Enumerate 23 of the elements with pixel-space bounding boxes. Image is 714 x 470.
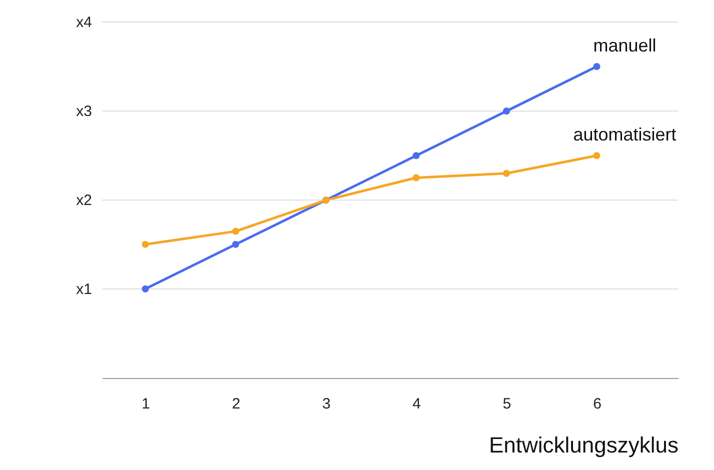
x-tick-label: 5 (502, 396, 512, 412)
x-tick-label: 6 (593, 396, 602, 412)
x-tick-label: 2 (232, 396, 240, 412)
point (593, 152, 600, 160)
point (232, 228, 240, 235)
series-label: automatisiert (573, 124, 676, 145)
point (232, 240, 240, 248)
point (412, 152, 420, 160)
point (593, 63, 600, 70)
point (142, 240, 149, 248)
ref-line-label: x2 (76, 192, 92, 210)
x-tick-label: 3 (322, 396, 331, 412)
ref-line-label: x3 (76, 103, 92, 120)
point (502, 108, 510, 115)
series-label: manuell (593, 36, 656, 56)
point (412, 174, 420, 182)
point (142, 285, 149, 292)
point (502, 170, 510, 177)
x-tick-label: 4 (412, 396, 421, 412)
ref-line-label: x1 (76, 280, 92, 298)
x-tick-label: 1 (142, 396, 150, 412)
ref-line-label: x4 (76, 14, 92, 31)
x-axis-title: Entwicklungszyklus (488, 432, 678, 458)
